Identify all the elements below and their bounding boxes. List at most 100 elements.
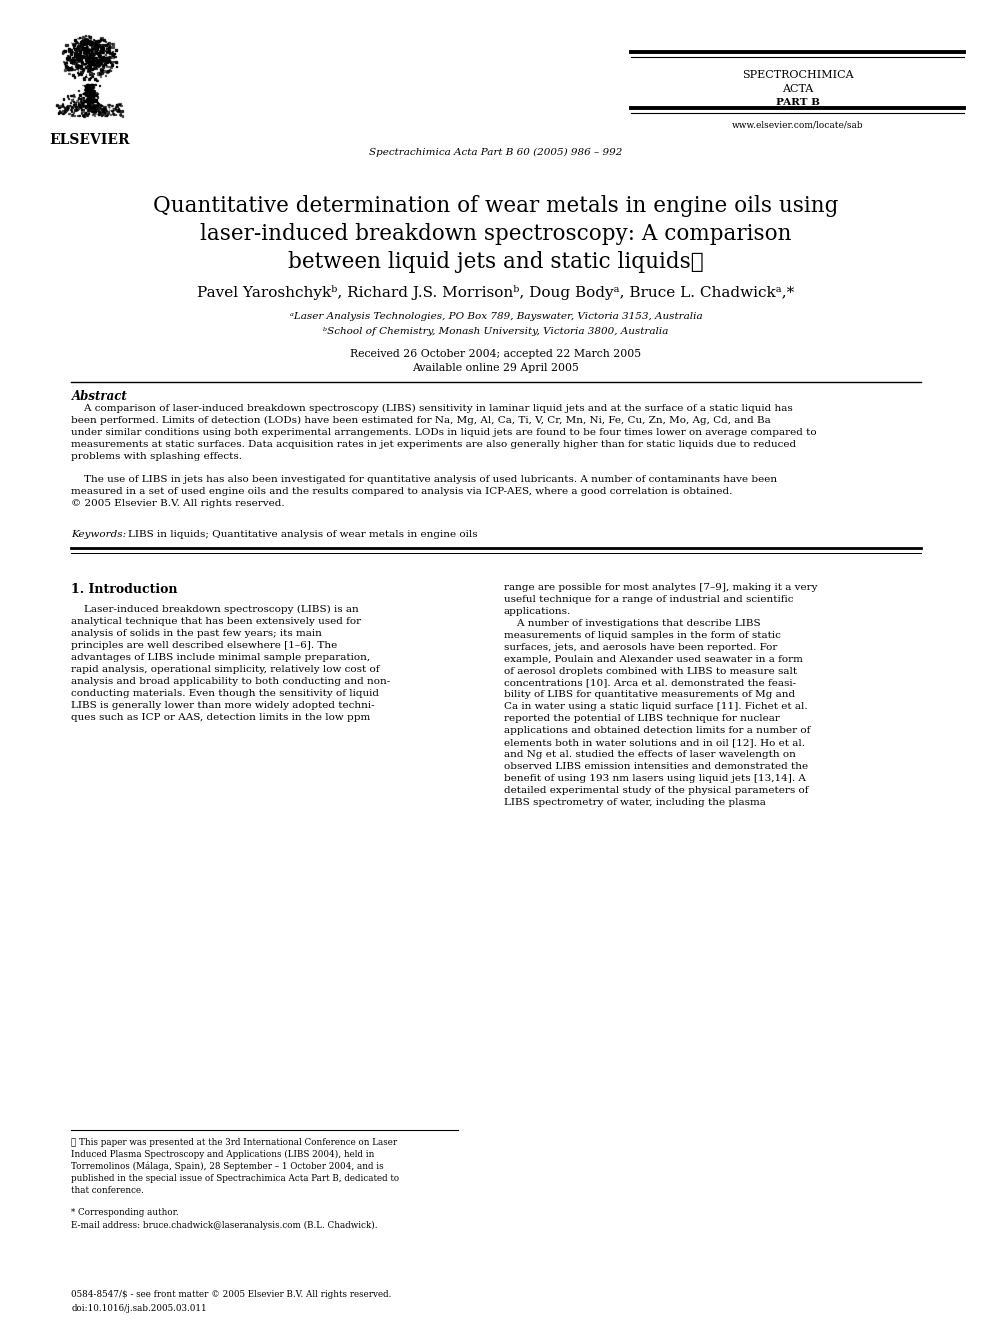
Bar xyxy=(82,37,84,38)
Bar xyxy=(98,45,100,46)
Bar xyxy=(82,102,83,103)
Bar xyxy=(84,49,87,50)
Bar xyxy=(98,60,100,61)
Bar xyxy=(98,41,100,42)
Bar xyxy=(76,45,78,48)
Bar xyxy=(87,94,88,95)
Bar xyxy=(71,60,74,62)
Bar xyxy=(88,49,91,50)
Bar xyxy=(113,53,114,54)
Bar xyxy=(84,40,85,41)
Bar xyxy=(85,49,86,50)
Bar xyxy=(75,54,77,56)
Bar xyxy=(86,94,88,97)
Bar xyxy=(83,42,85,44)
Bar xyxy=(87,106,88,107)
Bar xyxy=(75,41,77,44)
Bar xyxy=(106,70,108,73)
Bar xyxy=(99,105,101,106)
Bar xyxy=(81,62,83,65)
Text: range are possible for most analytes [7–9], making it a very
useful technique fo: range are possible for most analytes [7–… xyxy=(504,583,817,807)
Bar xyxy=(110,61,112,64)
Bar xyxy=(88,102,90,103)
Bar xyxy=(62,98,64,101)
Bar xyxy=(77,58,79,60)
Bar xyxy=(92,90,94,91)
Bar xyxy=(97,73,99,74)
Bar xyxy=(105,108,106,110)
Text: 1. Introduction: 1. Introduction xyxy=(71,583,178,595)
Bar xyxy=(79,50,81,53)
Bar xyxy=(87,57,90,60)
Bar xyxy=(97,108,99,111)
Bar xyxy=(87,40,88,41)
Bar xyxy=(71,106,73,107)
Bar xyxy=(66,54,68,57)
Bar xyxy=(91,91,92,93)
Bar xyxy=(78,94,80,97)
Bar xyxy=(85,90,86,91)
Text: Received 26 October 2004; accepted 22 March 2005: Received 26 October 2004; accepted 22 Ma… xyxy=(350,349,642,359)
Bar xyxy=(96,46,98,49)
Bar xyxy=(71,114,73,115)
Bar xyxy=(64,108,66,111)
Bar xyxy=(77,60,79,61)
Bar xyxy=(96,53,98,54)
Bar xyxy=(107,58,108,60)
Bar xyxy=(79,106,81,107)
Bar xyxy=(90,83,91,85)
Bar xyxy=(84,64,85,65)
Bar xyxy=(106,50,108,52)
Bar xyxy=(70,50,72,53)
Bar xyxy=(68,58,70,61)
Bar xyxy=(75,49,76,50)
Bar xyxy=(93,97,94,98)
Bar xyxy=(63,49,66,52)
Bar xyxy=(70,108,71,110)
Bar xyxy=(92,108,94,110)
Bar xyxy=(82,78,85,81)
Text: A comparison of laser-induced breakdown spectroscopy (LIBS) sensitivity in lamin: A comparison of laser-induced breakdown … xyxy=(71,404,817,460)
Bar xyxy=(84,41,86,42)
Bar xyxy=(78,42,80,45)
Bar xyxy=(91,103,93,105)
Bar xyxy=(59,111,61,114)
Bar xyxy=(84,105,86,106)
Bar xyxy=(89,73,91,75)
Bar xyxy=(90,67,92,70)
Bar xyxy=(95,65,97,66)
Bar xyxy=(102,111,103,112)
Bar xyxy=(75,49,77,52)
Bar xyxy=(87,98,88,99)
Bar xyxy=(80,70,82,73)
Bar xyxy=(98,56,101,57)
Bar xyxy=(85,87,87,90)
Bar xyxy=(87,98,88,99)
Bar xyxy=(84,48,86,49)
Bar xyxy=(84,85,86,87)
Bar xyxy=(102,56,104,58)
Bar xyxy=(78,115,80,116)
Bar xyxy=(83,93,85,94)
Bar xyxy=(76,46,77,49)
Bar xyxy=(114,56,116,57)
Bar xyxy=(96,107,98,108)
Bar xyxy=(93,91,94,93)
Text: ᵃLaser Analysis Technologies, PO Box 789, Bayswater, Victoria 3153, Australia: ᵃLaser Analysis Technologies, PO Box 789… xyxy=(290,312,702,321)
Bar xyxy=(90,85,92,86)
Bar xyxy=(77,46,79,49)
Bar xyxy=(91,46,93,49)
Bar xyxy=(86,99,88,102)
Bar xyxy=(94,45,96,46)
Bar xyxy=(86,83,88,86)
Bar xyxy=(70,49,71,50)
Bar xyxy=(89,36,90,38)
Bar xyxy=(98,60,100,61)
Bar xyxy=(90,44,92,45)
Text: E-mail address: bruce.chadwick@laseranalysis.com (B.L. Chadwick).: E-mail address: bruce.chadwick@laseranal… xyxy=(71,1221,378,1230)
Bar xyxy=(94,42,96,44)
Bar xyxy=(113,108,115,110)
Bar xyxy=(95,99,96,101)
Bar xyxy=(87,69,89,70)
Bar xyxy=(68,67,70,70)
